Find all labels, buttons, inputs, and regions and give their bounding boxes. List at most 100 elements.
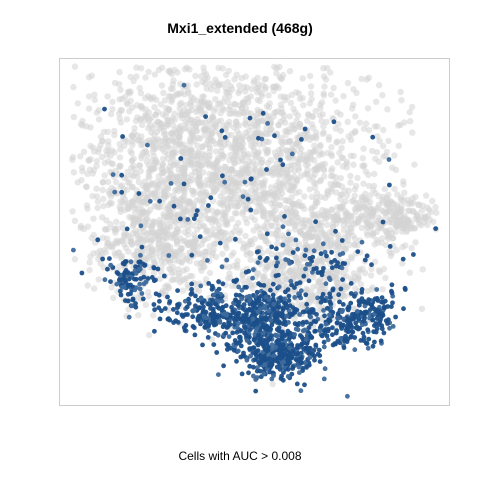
cell-point	[342, 198, 349, 205]
cell-point	[212, 96, 219, 103]
highlighted-cell-point	[137, 281, 143, 287]
highlighted-cell-point	[295, 246, 301, 252]
highlighted-cell-point	[364, 341, 370, 346]
cell-point	[130, 173, 137, 180]
highlighted-cell-point	[178, 156, 184, 161]
cell-point	[282, 131, 289, 138]
highlighted-cell-point	[321, 328, 327, 333]
highlighted-cell-point	[254, 318, 260, 324]
cell-point	[139, 213, 146, 221]
cell-point	[234, 257, 241, 265]
cell-point	[107, 152, 114, 159]
cell-point	[141, 198, 148, 205]
cell-point	[212, 148, 220, 155]
highlighted-cell-point	[262, 303, 268, 309]
highlighted-cell-point	[258, 360, 263, 366]
cell-point	[167, 93, 174, 101]
cell-point	[231, 228, 238, 235]
highlighted-cell-point	[330, 286, 336, 292]
cell-point	[136, 136, 143, 144]
highlighted-cell-point	[279, 311, 285, 317]
highlighted-cell-point	[215, 332, 221, 338]
cell-point	[300, 102, 307, 109]
cell-point	[163, 205, 170, 212]
highlighted-cell-point	[219, 128, 225, 134]
highlighted-cell-point	[251, 267, 256, 272]
cell-point	[91, 91, 98, 98]
highlighted-cell-point	[254, 368, 260, 374]
cell-point	[245, 94, 252, 102]
highlighted-cell-point	[292, 332, 297, 337]
highlighted-cell-point	[102, 106, 107, 112]
cell-point	[426, 216, 433, 223]
highlighted-cell-point	[311, 310, 316, 315]
cell-point	[283, 248, 291, 255]
cell-point	[238, 104, 246, 112]
highlighted-cell-point	[274, 338, 280, 344]
highlighted-cell-point	[286, 336, 292, 342]
cell-point	[178, 143, 186, 150]
highlighted-cell-point	[239, 371, 245, 377]
cell-point	[374, 239, 381, 246]
cell-point	[433, 209, 440, 216]
cell-point	[243, 164, 250, 172]
highlighted-cell-point	[197, 314, 202, 320]
cell-point	[95, 276, 102, 283]
cell-point	[70, 83, 77, 91]
cell-point	[260, 210, 267, 217]
cell-point	[348, 255, 356, 262]
highlighted-cell-point	[302, 382, 307, 388]
cell-point	[181, 206, 188, 213]
cell-point	[226, 236, 233, 243]
cell-point	[222, 242, 229, 249]
cell-point	[231, 100, 238, 108]
highlighted-cell-point	[340, 251, 346, 256]
cell-point	[418, 305, 426, 312]
highlighted-cell-point	[359, 290, 365, 295]
cell-point	[100, 178, 107, 186]
highlighted-cell-point	[331, 119, 337, 125]
cell-point	[283, 147, 290, 154]
cell-point	[111, 79, 119, 87]
highlighted-cell-point	[296, 364, 302, 370]
cell-point	[294, 112, 302, 119]
highlighted-cell-point	[307, 355, 313, 360]
highlighted-cell-point	[116, 277, 122, 283]
highlighted-cell-point	[261, 344, 267, 350]
cell-point	[185, 227, 192, 234]
cell-point	[156, 244, 163, 252]
highlighted-cell-point	[289, 151, 295, 157]
cell-point	[320, 123, 327, 130]
cell-point	[214, 87, 221, 94]
highlighted-cell-point	[246, 370, 251, 376]
cell-point	[229, 195, 237, 203]
cell-point	[373, 149, 381, 156]
cell-point	[360, 163, 367, 170]
highlighted-cell-point	[248, 207, 254, 213]
cell-point	[379, 92, 386, 99]
highlighted-cell-point	[274, 255, 279, 261]
cell-point	[376, 268, 384, 276]
cell-point	[277, 109, 285, 117]
cell-point	[329, 223, 336, 231]
highlighted-cell-point	[295, 327, 301, 333]
highlighted-cell-point	[329, 265, 335, 271]
cell-point	[270, 87, 277, 95]
highlighted-cell-point	[286, 293, 292, 299]
highlighted-cell-point	[256, 135, 261, 141]
highlighted-cell-point	[400, 256, 406, 262]
cell-point	[198, 267, 205, 274]
highlighted-cell-point	[206, 203, 211, 208]
highlighted-cell-point	[190, 314, 196, 320]
cell-point	[188, 172, 195, 179]
highlighted-cell-point	[247, 327, 253, 332]
cell-point	[105, 142, 112, 149]
cell-point	[166, 265, 173, 272]
cell-point	[375, 82, 383, 89]
cell-point	[214, 184, 221, 191]
highlighted-cell-point	[192, 307, 197, 313]
highlighted-cell-point	[280, 242, 286, 248]
cell-point	[167, 167, 174, 174]
cell-point	[210, 108, 218, 115]
cell-point	[204, 181, 212, 188]
